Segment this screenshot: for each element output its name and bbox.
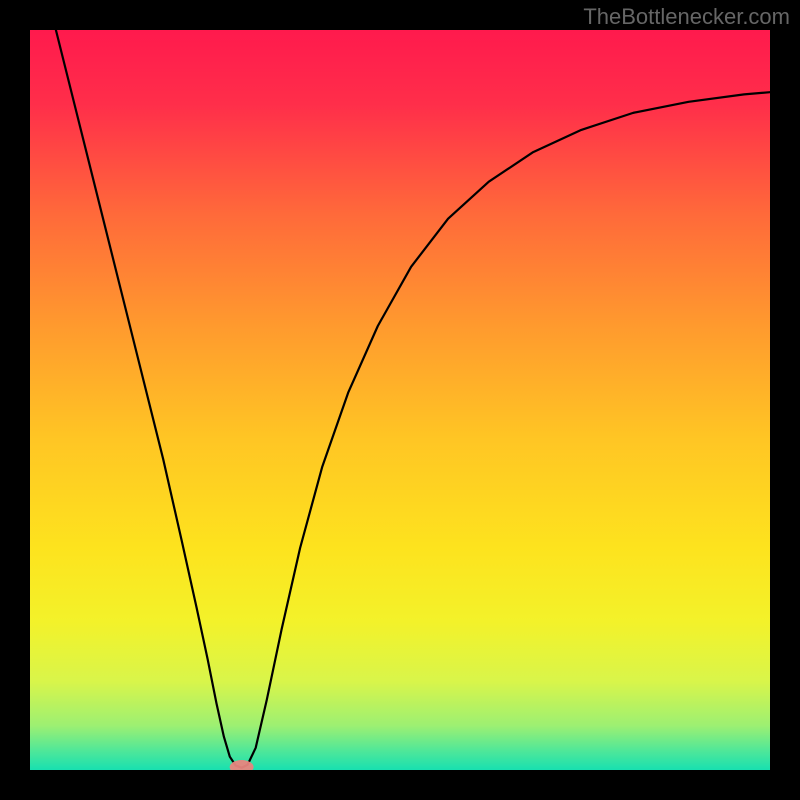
chart-svg [30, 30, 770, 770]
watermark-text: TheBottlenecker.com [583, 4, 790, 30]
chart-container: TheBottlenecker.com [0, 0, 800, 800]
gradient-background [30, 30, 770, 770]
plot-area [30, 30, 770, 770]
